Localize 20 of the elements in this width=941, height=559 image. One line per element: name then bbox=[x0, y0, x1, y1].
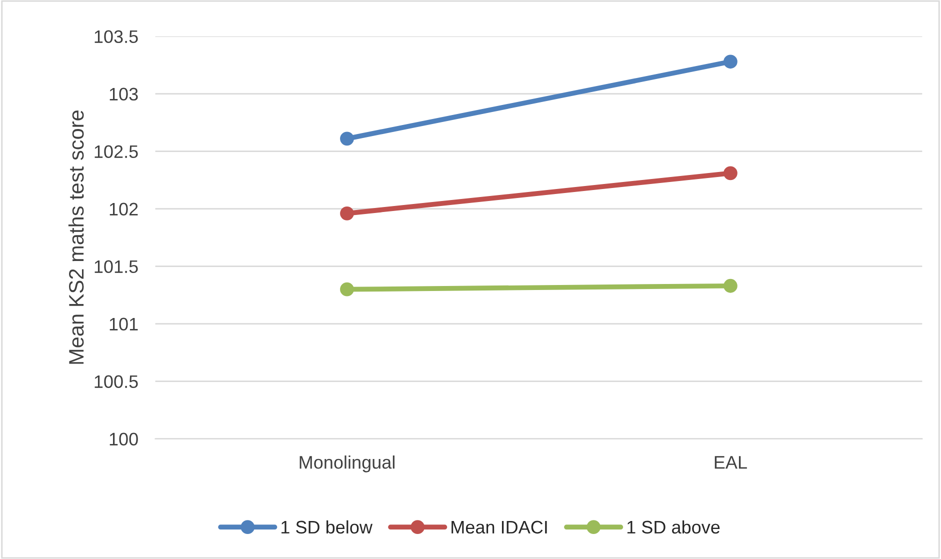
point bbox=[724, 166, 738, 180]
point bbox=[724, 278, 738, 293]
y-tick-label: 103 bbox=[110, 88, 138, 101]
legend-label: Mean IDACI bbox=[452, 520, 547, 534]
y-axis-title: Mean KS2 maths test score bbox=[68, 110, 84, 364]
y-tick-label: 101 bbox=[110, 318, 138, 331]
y-tick-label: 102.5 bbox=[94, 145, 138, 158]
y-tick-label: 102 bbox=[110, 202, 138, 216]
y-tick-label: 103.5 bbox=[94, 30, 138, 44]
y-tick-label: 100.5 bbox=[94, 375, 138, 388]
x-tick-label: EAL bbox=[714, 456, 747, 469]
y-tick-label: 100 bbox=[110, 432, 138, 446]
x-tick-label: Monolingual bbox=[300, 455, 394, 472]
point bbox=[340, 282, 354, 296]
point bbox=[340, 206, 354, 220]
y-tick-label: 101.5 bbox=[94, 260, 138, 274]
point bbox=[724, 54, 738, 69]
legend-label: 1 SD above bbox=[627, 520, 720, 534]
legend-label: 1 SD below bbox=[282, 520, 373, 534]
point bbox=[340, 132, 354, 146]
